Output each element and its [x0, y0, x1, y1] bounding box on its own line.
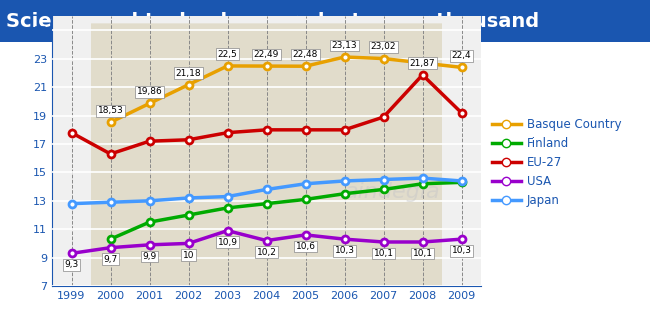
Text: 10,3: 10,3 [452, 246, 471, 255]
Text: 22,49: 22,49 [254, 50, 280, 59]
Text: 10,2: 10,2 [257, 248, 276, 257]
Text: 9,7: 9,7 [103, 255, 118, 264]
Legend: Basque Country, Finland, EU-27, USA, Japan: Basque Country, Finland, EU-27, USA, Jap… [487, 113, 627, 212]
Text: 18,53: 18,53 [98, 106, 124, 115]
Text: 23,13: 23,13 [332, 41, 358, 50]
Text: 22,48: 22,48 [292, 50, 318, 59]
Text: 19,86: 19,86 [136, 87, 162, 96]
Text: 9,9: 9,9 [142, 252, 157, 261]
Text: 10,9: 10,9 [218, 238, 237, 247]
FancyBboxPatch shape [91, 23, 442, 286]
Text: 21,87: 21,87 [410, 59, 436, 68]
Text: 21,18: 21,18 [176, 69, 202, 78]
Text: 10: 10 [183, 251, 194, 259]
Text: 22,5: 22,5 [218, 50, 237, 59]
Text: 10,1: 10,1 [374, 249, 393, 258]
Text: 23,02: 23,02 [370, 43, 396, 51]
Text: 9,3: 9,3 [64, 260, 79, 269]
Text: Science and technology graduates per thousand: Science and technology graduates per tho… [6, 12, 540, 31]
Text: 10,3: 10,3 [335, 246, 354, 255]
Text: 10,1: 10,1 [413, 249, 432, 258]
Text: 10,6: 10,6 [296, 242, 315, 251]
Text: 22,4: 22,4 [452, 51, 471, 60]
Text: aindegia: aindegia [344, 182, 439, 202]
